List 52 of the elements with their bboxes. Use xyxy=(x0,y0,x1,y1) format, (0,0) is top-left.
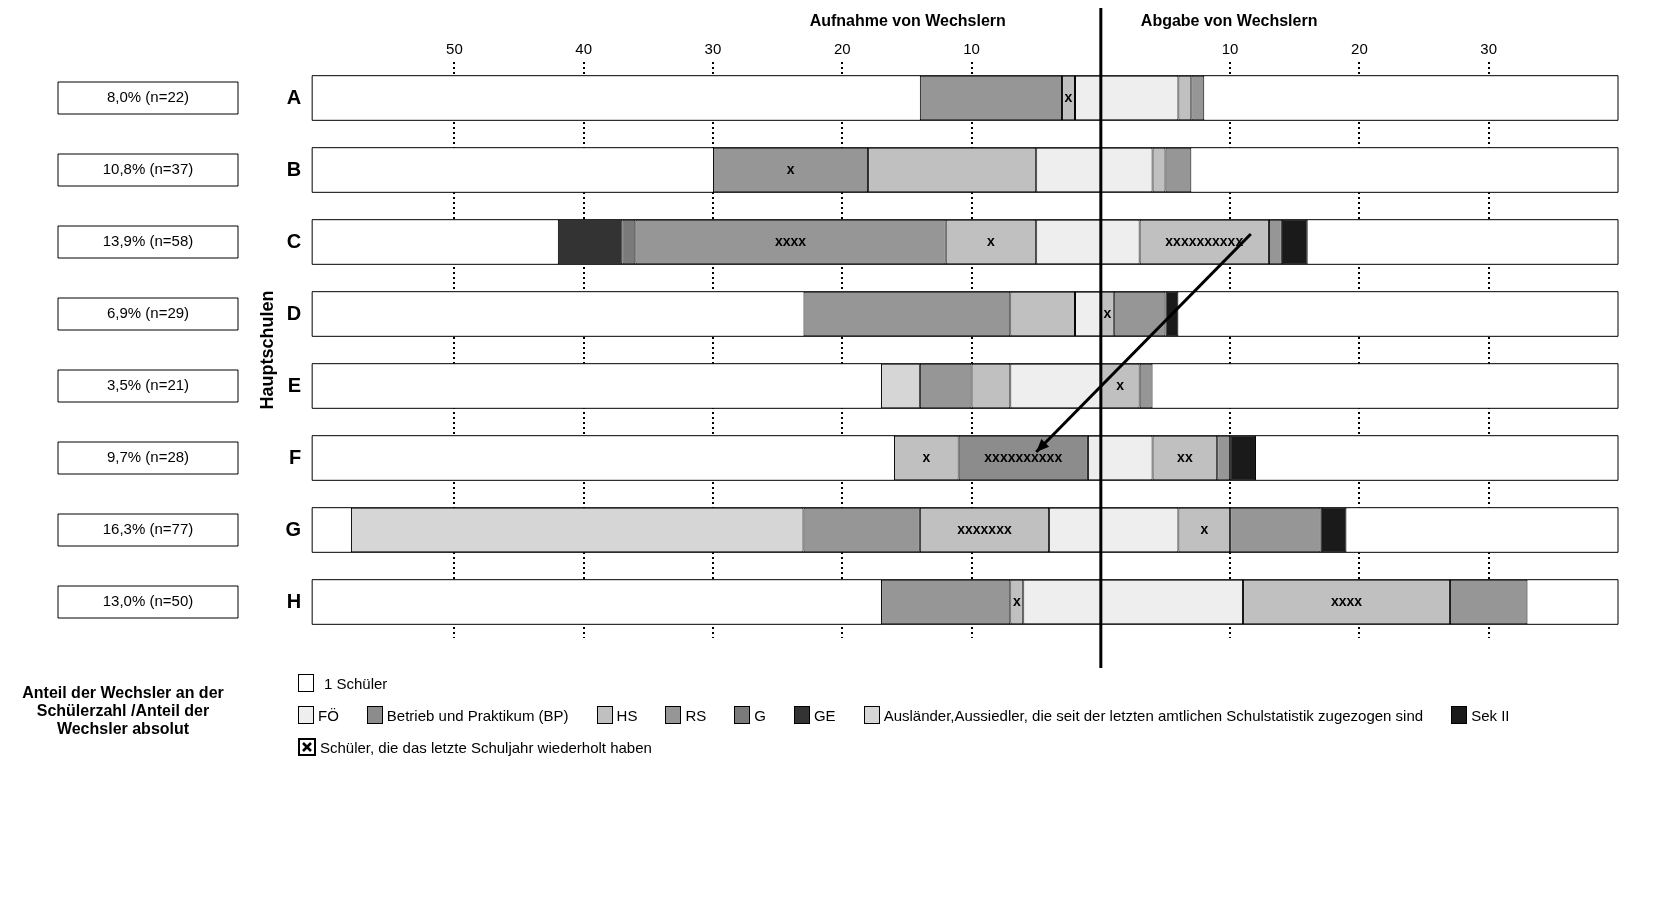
y-tick-label: F xyxy=(288,445,302,468)
text: 1 Schüler xyxy=(324,674,388,692)
data-label: x xyxy=(987,232,996,249)
legend-label: Sek II xyxy=(1471,706,1510,724)
text: 3,5% (n=21) xyxy=(106,376,190,394)
y-tick-label: D xyxy=(286,301,302,324)
x-tick-label: 10 xyxy=(1221,40,1239,58)
data-label: x xyxy=(922,448,931,465)
y-tick-label: B xyxy=(286,157,302,180)
data-label: xxxx xyxy=(1330,592,1363,609)
y-tick-label: C xyxy=(286,229,302,252)
data-label: x xyxy=(1012,592,1021,609)
x-tick-label: 30 xyxy=(1480,40,1498,58)
data-label: xxxxxxxxxx xyxy=(984,448,1063,465)
data-label: x xyxy=(1103,304,1112,321)
text: 13,9% (n=58) xyxy=(102,232,194,250)
text: 9,7% (n=28) xyxy=(106,448,190,466)
y-tick-label: A xyxy=(286,85,302,108)
data-label: xxxxxxxxxx xyxy=(1165,232,1244,249)
data-label: xx xyxy=(1177,448,1193,465)
data-label: x xyxy=(1116,376,1125,393)
x-tick-label: 50 xyxy=(446,40,463,58)
text: Aufnahme von Wechslern xyxy=(809,12,1006,30)
legend-label: GE xyxy=(813,706,836,724)
data-label: x xyxy=(1064,88,1073,105)
text: 6,9% (n=29) xyxy=(106,304,190,322)
text: Anteil der Wechsler an der Schülerzahl /Anteil der Wechsler absolut xyxy=(21,683,225,739)
y-axis-title: Hauptschulen xyxy=(256,290,277,410)
y-tick-label: E xyxy=(287,373,302,396)
text: 13,0% (n=50) xyxy=(102,592,194,610)
legend-label: HS xyxy=(616,706,638,724)
data-label: xxxxxxx xyxy=(957,520,1012,537)
data-label: xxxx xyxy=(774,232,807,249)
legend-label: FÖ xyxy=(318,706,339,724)
text: 8,0% (n=22) xyxy=(106,88,190,106)
text: 16,3% (n=77) xyxy=(102,520,194,538)
x-tick-label: 20 xyxy=(833,40,851,58)
x-tick-label: 40 xyxy=(575,40,593,58)
text: 10,8% (n=37) xyxy=(102,160,194,178)
x-tick-label: 10 xyxy=(963,40,980,58)
y-tick-label: H xyxy=(286,589,302,612)
text: Schüler, die das letzte Schuljahr wiederholt haben xyxy=(320,738,652,756)
legend-label: Betrieb und Praktikum (BP) xyxy=(386,706,569,724)
text: Abgabe von Wechslern xyxy=(1140,12,1318,30)
data-label: x xyxy=(786,160,795,177)
data-label: x xyxy=(1200,520,1209,537)
y-tick-label: G xyxy=(285,517,302,540)
legend-label: RS xyxy=(685,706,707,724)
legend-label: G xyxy=(754,706,766,724)
legend-label: Ausländer,Aussiedler, die seit der letzten amtlichen Schulstatistik zugezogen sind xyxy=(883,706,1424,724)
x-tick-label: 30 xyxy=(704,40,722,58)
x-tick-label: 20 xyxy=(1351,40,1368,58)
